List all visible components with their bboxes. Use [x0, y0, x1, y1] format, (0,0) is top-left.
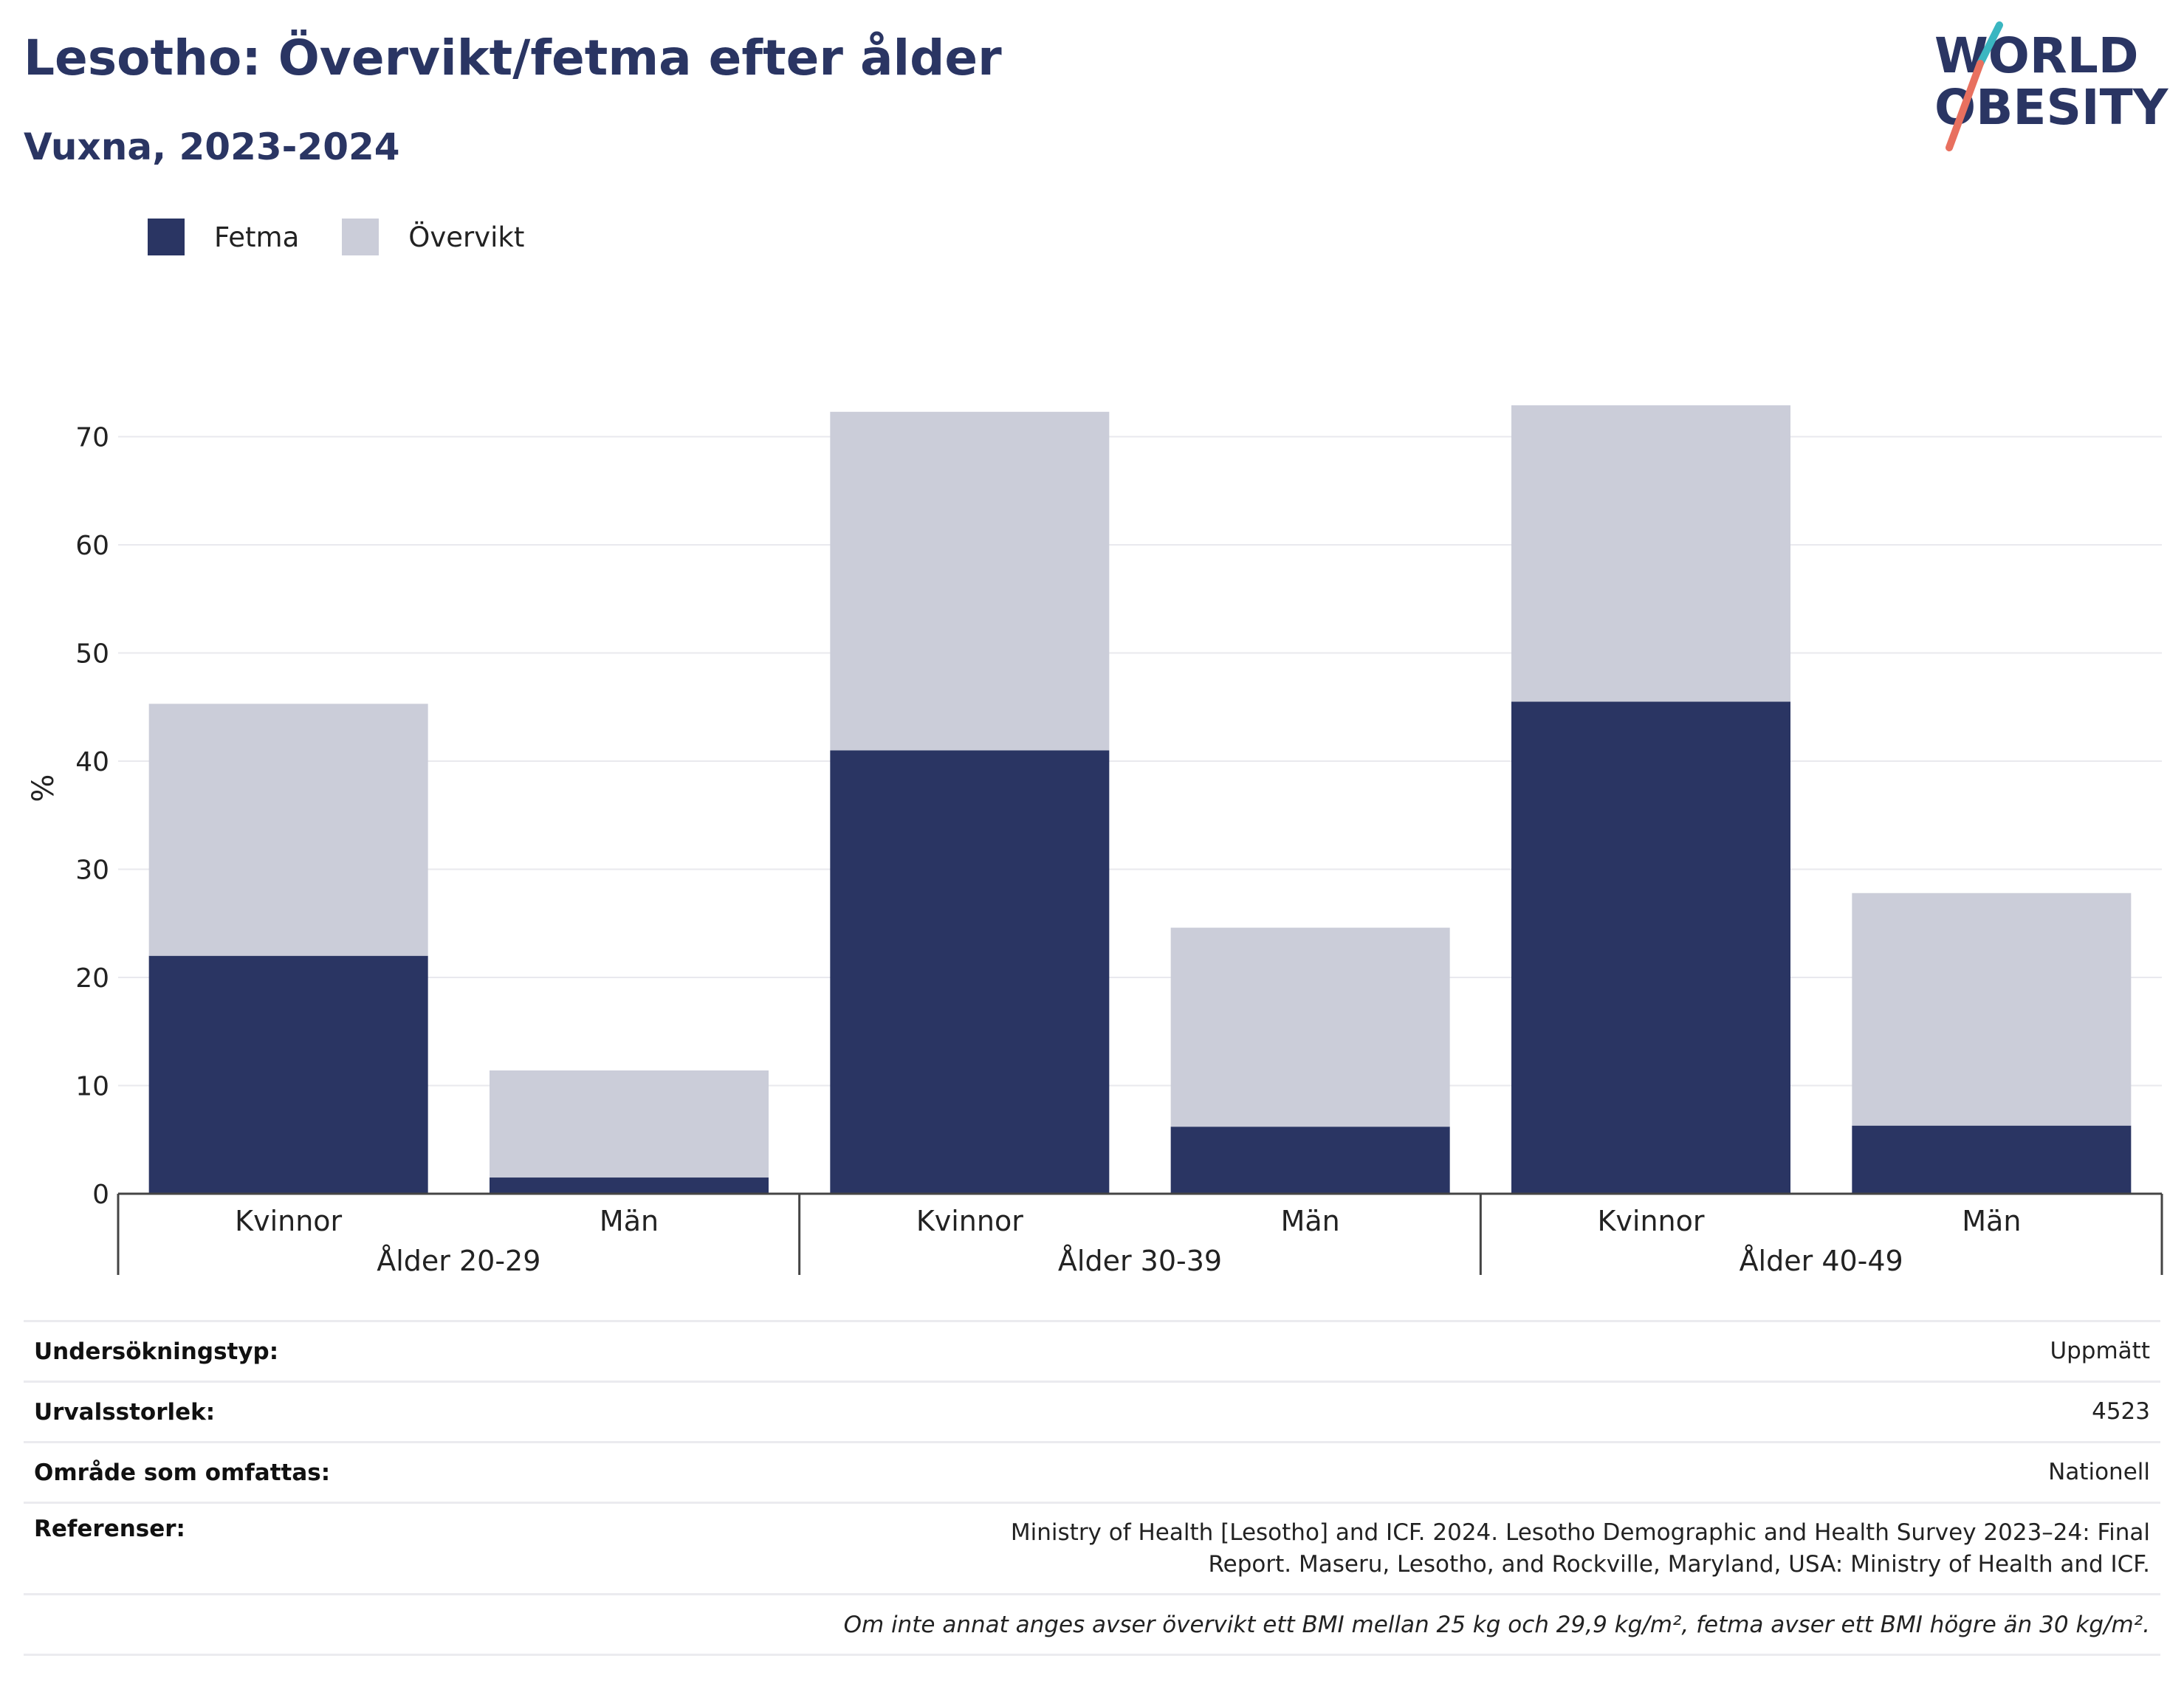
bar-overvikt [148, 704, 428, 956]
info-key-references: Referenser: [24, 1502, 331, 1595]
bar-overvikt [1170, 927, 1450, 1127]
info-value-survey-type: Uppmätt [330, 1320, 2160, 1382]
bar-overvikt [490, 1070, 769, 1178]
y-tick-label: 10 [75, 1072, 109, 1102]
logo-slash-coral [1946, 60, 1984, 151]
info-row-coverage: Område som omfattas: Nationell [24, 1441, 2160, 1503]
x-category-label: Män [1281, 1205, 1340, 1237]
y-axis-label: % [27, 774, 61, 802]
x-group-label: Ålder 40-49 [1740, 1245, 1903, 1277]
x-category-label: Kvinnor [235, 1205, 342, 1237]
legend-label-overvikt: Övervikt [408, 221, 525, 253]
y-tick-label: 70 [75, 423, 109, 453]
info-value-coverage: Nationell [330, 1441, 2160, 1503]
logo-slash-teal [1977, 21, 2003, 67]
bar-fetma [1511, 701, 1790, 1194]
bar-fetma [830, 750, 1110, 1194]
info-value-references: Ministry of Health [Lesotho] and ICF. 20… [330, 1502, 2160, 1595]
chart-title: Lesotho: Övervikt/fetma efter ålder [24, 30, 1002, 86]
info-value-sample-size: 4523 [330, 1381, 2160, 1443]
info-note: Om inte annat anges avser övervikt ett B… [24, 1593, 2160, 1656]
legend-item-fetma[interactable]: Fetma [148, 219, 299, 255]
x-group-label: Ålder 20-29 [377, 1245, 540, 1277]
info-row-survey-type: Undersökningstyp: Uppmätt [24, 1320, 2160, 1382]
legend-swatch-fetma [148, 219, 185, 255]
y-tick-label: 20 [75, 963, 109, 994]
logo-text-world: WORLD [1934, 27, 2139, 84]
x-category-label: Män [600, 1205, 659, 1237]
info-key-sample-size: Urvalsstorlek: [24, 1381, 331, 1443]
info-row-note: Om inte annat anges avser övervikt ett B… [24, 1593, 2160, 1656]
bar-fetma [148, 955, 428, 1194]
bar-overvikt [1852, 893, 2132, 1126]
y-tick-label: 40 [75, 747, 109, 777]
bar-fetma [1852, 1125, 2132, 1194]
chart-subtitle: Vuxna, 2023-2024 [24, 126, 400, 168]
info-key-coverage: Område som omfattas: [24, 1441, 331, 1503]
info-key-survey-type: Undersökningstyp: [24, 1320, 331, 1382]
bar-overvikt [1511, 405, 1790, 702]
bar-fetma [1170, 1127, 1450, 1194]
legend-label-fetma: Fetma [214, 221, 300, 253]
bar-fetma [490, 1177, 769, 1194]
x-category-label: Kvinnor [1597, 1205, 1704, 1237]
y-tick-label: 60 [75, 531, 109, 561]
bar-chart: 0 10 20 30 40 50 60 70% Kvinnor Män Ålder 20-29 Kvi… [27, 405, 2163, 1277]
x-category-label: Män [1962, 1205, 2021, 1237]
y-tick-label: 30 [75, 856, 109, 886]
legend-item-overvikt[interactable]: Övervikt [342, 219, 524, 255]
chart-legend: Fetma Övervikt [148, 219, 567, 255]
world-obesity-logo: WORLD OBESITY [1934, 21, 2169, 151]
bar-overvikt [830, 411, 1110, 751]
y-tick-label: 0 [92, 1180, 109, 1210]
info-row-references: Referenser: Ministry of Health [Lesotho]… [24, 1502, 2160, 1595]
info-row-sample-size: Urvalsstorlek: 4523 [24, 1381, 2160, 1443]
legend-swatch-overvikt [342, 219, 380, 255]
x-group-label: Ålder 30-39 [1058, 1245, 1222, 1277]
y-tick-label: 50 [75, 639, 109, 670]
survey-info-table: Undersökningstyp: Uppmätt Urvalsstorlek:… [24, 1320, 2160, 1656]
x-category-label: Kvinnor [916, 1205, 1023, 1237]
